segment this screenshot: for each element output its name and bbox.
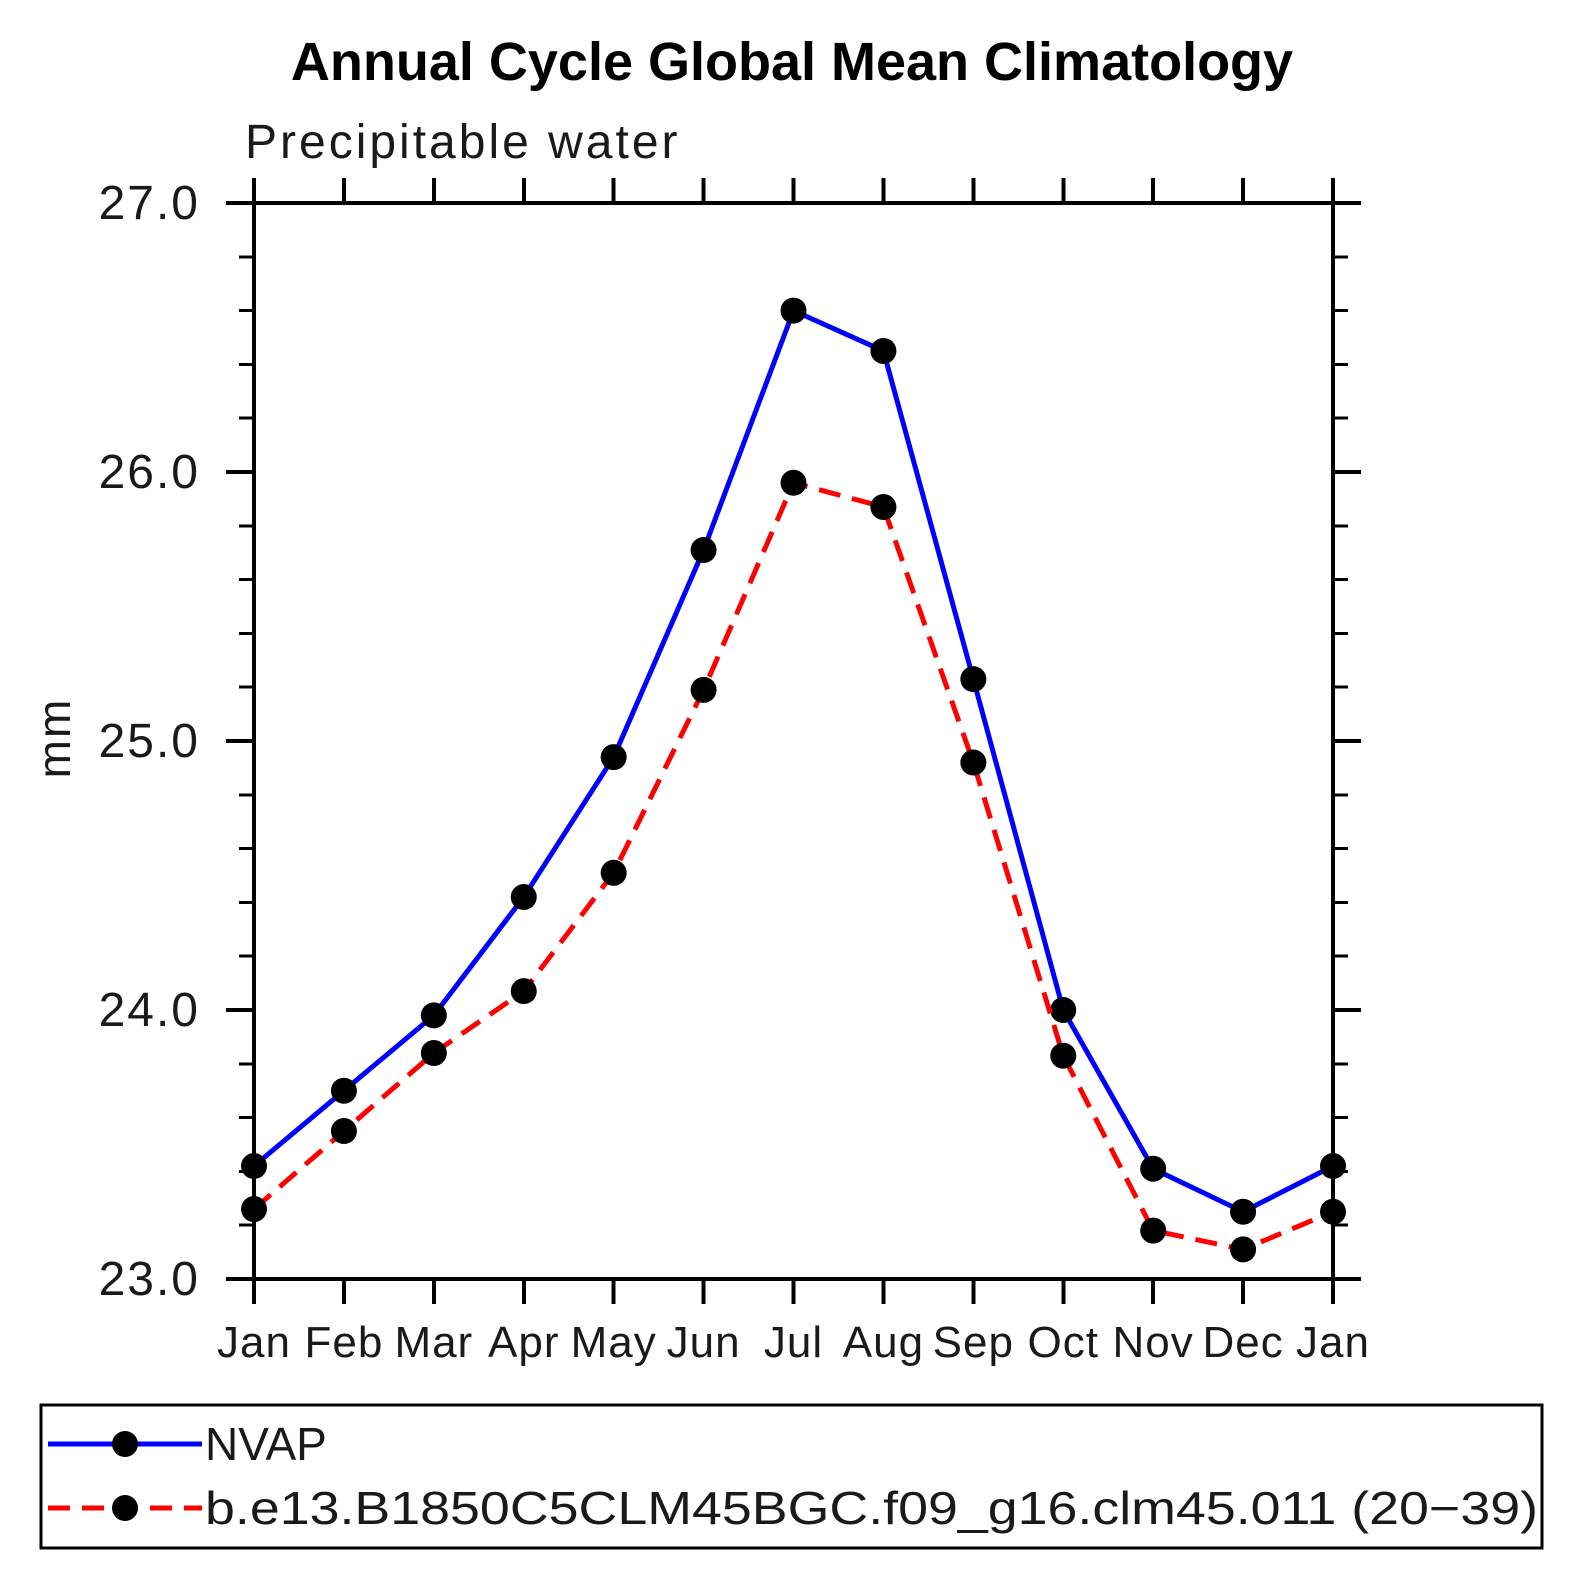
series-line-1 xyxy=(252,480,1334,1252)
x-tick-label: Mar xyxy=(394,1318,473,1367)
data-point-marker-0 xyxy=(780,297,807,324)
data-point-marker-1 xyxy=(600,859,627,886)
x-tick-label: Jan xyxy=(217,1318,291,1367)
y-tick-label: 23.0 xyxy=(99,1253,200,1306)
data-point-marker-0 xyxy=(510,884,537,911)
x-tick-label: May xyxy=(571,1318,657,1367)
data-point-marker-0 xyxy=(690,537,717,564)
plot-area: Jan Feb Mar Apr May Jun Jul Aug Sep Oct Nov Dec Jan 2… xyxy=(99,177,1370,1367)
x-tick-label: Dec xyxy=(1202,1318,1283,1367)
y-axis-label: mm xyxy=(28,698,80,779)
data-point-marker-1 xyxy=(1050,1042,1077,1069)
plot-frame xyxy=(252,201,1335,1281)
data-point-marker-1 xyxy=(870,493,897,520)
data-point-marker-1 xyxy=(1320,1198,1346,1225)
x-tick-label: Feb xyxy=(305,1318,384,1367)
x-tick-label: Sep xyxy=(933,1318,1014,1367)
data-point-marker-0 xyxy=(330,1077,357,1104)
y-tick-label: 25.0 xyxy=(99,715,200,768)
x-tick-label: Jun xyxy=(667,1318,741,1367)
chart-subtitle: Precipitable water xyxy=(245,116,681,169)
x-tick-label: Apr xyxy=(488,1318,559,1367)
legend: NVAP b.e13.B1850C5CLM45BGC.f09_g16.clm45.… xyxy=(39,1403,1544,1550)
legend-box xyxy=(39,1403,1544,1550)
data-point-marker-1 xyxy=(510,978,537,1005)
data-point-marker-1 xyxy=(690,676,717,703)
legend-label-1: b.e13.B1850C5CLM45BGC.f09_g16.clm45.011 … xyxy=(205,1482,1538,1534)
y-tick-label: 26.0 xyxy=(99,446,200,499)
data-point-marker-1 xyxy=(960,749,987,776)
y-tick-label: 24.0 xyxy=(99,984,200,1037)
data-point-marker-1 xyxy=(330,1118,357,1145)
x-tick-label: Oct xyxy=(1028,1318,1099,1367)
data-point-marker-1 xyxy=(1230,1236,1257,1263)
data-point-marker-0 xyxy=(241,1153,267,1180)
data-point-marker-1 xyxy=(241,1196,267,1223)
data-point-marker-1 xyxy=(420,1040,447,1067)
data-point-marker-1 xyxy=(1140,1217,1167,1244)
x-tick-label: Nov xyxy=(1113,1318,1194,1367)
chart-title: Annual Cycle Global Mean Climatology xyxy=(291,32,1293,92)
data-point-marker-0 xyxy=(960,666,987,693)
data-point-marker-0 xyxy=(600,744,627,771)
x-tick-label: Aug xyxy=(843,1318,924,1367)
y-tick-label: 27.0 xyxy=(99,177,200,230)
legend-marker-0 xyxy=(112,1431,138,1457)
legend-label-0: NVAP xyxy=(205,1418,327,1470)
legend-marker-1 xyxy=(112,1495,138,1521)
data-point-marker-0 xyxy=(1230,1198,1257,1225)
x-tick-label: Jul xyxy=(764,1318,823,1367)
data-point-marker-0 xyxy=(1050,997,1077,1023)
series-line-0 xyxy=(252,308,1335,1215)
data-point-marker-1 xyxy=(780,469,807,496)
data-point-marker-0 xyxy=(1320,1153,1346,1180)
data-point-marker-0 xyxy=(870,337,897,364)
x-tick-label: Jan xyxy=(1296,1318,1370,1367)
data-point-marker-0 xyxy=(420,1002,447,1029)
data-point-marker-0 xyxy=(1140,1155,1167,1182)
